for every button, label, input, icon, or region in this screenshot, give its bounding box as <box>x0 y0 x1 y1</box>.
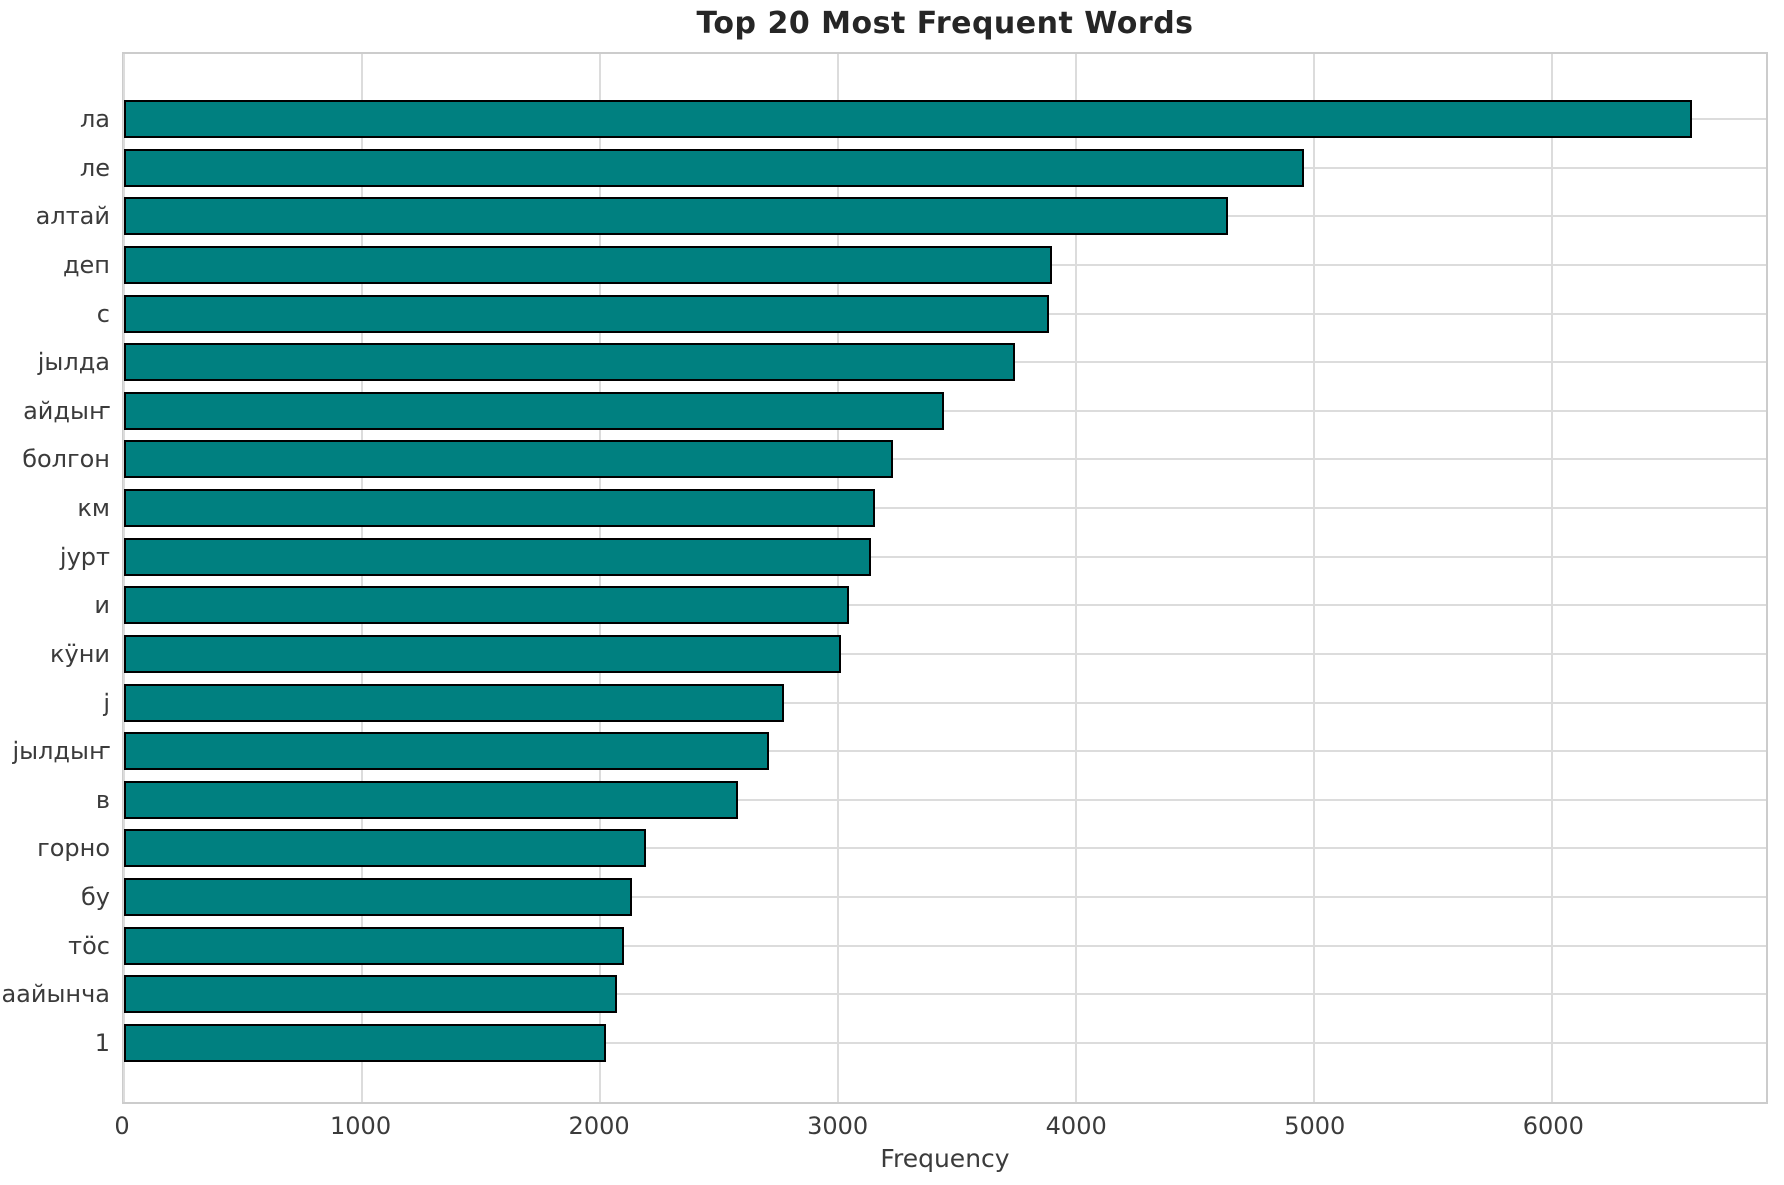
horizontal-gridline <box>124 604 1766 607</box>
bar-1 <box>124 1023 606 1062</box>
y-tick-label: ј <box>103 688 110 717</box>
y-tick-label: јылдыҥ <box>12 737 110 766</box>
bar-row: тӧс <box>68 926 1766 965</box>
bar-row: ле <box>80 148 1766 187</box>
bar-јылда <box>124 343 1016 382</box>
bar-row: горно <box>37 829 1766 868</box>
bar-с <box>124 294 1049 333</box>
vertical-gridline <box>1312 54 1315 1102</box>
y-tick-label: аайынча <box>1 980 110 1009</box>
y-tick-label: горно <box>37 834 110 863</box>
bar-row: болгон <box>22 440 1766 479</box>
horizontal-gridline <box>124 896 1766 898</box>
x-tick-label: 2000 <box>568 1112 630 1140</box>
y-tick-label: ла <box>79 105 110 133</box>
bar-и <box>124 586 849 625</box>
horizontal-gridline <box>124 993 1766 996</box>
x-axis-label: Frequency <box>880 1144 1010 1173</box>
horizontal-gridline <box>124 944 1766 947</box>
y-tick-label: км <box>77 494 110 522</box>
y-tick-label: ле <box>79 153 110 182</box>
vertical-gridline <box>1074 54 1077 1102</box>
horizontal-gridline <box>124 798 1766 801</box>
bar-row: с <box>97 294 1766 333</box>
x-tick-label: 1000 <box>330 1112 392 1140</box>
y-tick-label: алтай <box>35 202 110 231</box>
horizontal-gridline <box>124 1041 1766 1044</box>
x-axis-tick-labels: 0 1000 2000 3000 4000 5000 6000 <box>114 1112 1768 1144</box>
bar-кӱни <box>124 634 842 673</box>
x-tick-label: 6000 <box>1522 1112 1584 1140</box>
bar-в <box>124 780 738 819</box>
bar-алтай <box>124 197 1229 236</box>
bar-ле <box>124 148 1305 187</box>
bar-row: ла <box>80 100 1766 138</box>
y-tick-label: болгон <box>22 445 110 474</box>
bar-бу <box>124 878 633 916</box>
vertical-gridline <box>360 54 363 1102</box>
y-tick-label: с <box>96 299 110 328</box>
vertical-gridline <box>836 54 839 1102</box>
y-tick-label: кӱни <box>50 639 110 668</box>
horizontal-gridline <box>124 750 1766 753</box>
bar-јылдыҥ <box>124 732 769 771</box>
y-tick-label: бу <box>80 883 110 911</box>
bar-деп <box>124 245 1053 284</box>
bar-row: јылда <box>38 343 1766 382</box>
bar-row: јурт <box>60 537 1766 576</box>
bar-болгон <box>124 440 893 479</box>
bar-row: деп <box>63 245 1766 284</box>
bar-row: айдыҥ <box>23 391 1766 430</box>
x-tick-label: 0 <box>114 1112 130 1140</box>
bar-row: км <box>77 489 1766 527</box>
y-tick-label: айдыҥ <box>23 396 110 425</box>
y-tick-label: деп <box>62 250 110 279</box>
x-tick-label: 3000 <box>807 1112 869 1140</box>
y-tick-label: јурт <box>59 542 110 571</box>
bar-row: кӱни <box>50 634 1766 673</box>
y-tick-label: тӧс <box>68 931 110 960</box>
vertical-gridline <box>598 54 601 1102</box>
x-tick-label: 5000 <box>1284 1112 1346 1140</box>
horizontal-gridline <box>124 847 1766 850</box>
horizontal-gridline <box>124 507 1766 509</box>
bar-row: алтай <box>36 197 1766 236</box>
vertical-gridline <box>123 54 125 1102</box>
y-tick-label: в <box>95 785 110 814</box>
bar-row: 1 <box>95 1023 1766 1062</box>
y-tick-label: јылда <box>37 348 110 377</box>
bar-row: ј <box>103 683 1766 722</box>
bar-row: аайынча <box>1 975 1766 1014</box>
vertical-gridline <box>1550 54 1553 1102</box>
chart-title: Top 20 Most Frequent Words <box>696 6 1194 41</box>
bar-аайынча <box>124 975 617 1014</box>
bar-rows: ла ле алтай деп с јылда айдыҥ болгон км јурт и кӱни… <box>1 54 1766 1102</box>
bar-км <box>124 489 875 527</box>
bar-ј <box>124 683 785 722</box>
bar-row: и <box>94 586 1766 625</box>
horizontal-gridline <box>124 458 1766 461</box>
y-tick-label: и <box>94 591 110 620</box>
bar-јурт <box>124 537 872 576</box>
bar-тӧс <box>124 926 624 965</box>
bar-row: јылдыҥ <box>12 732 1766 771</box>
x-tick-label: 4000 <box>1045 1112 1107 1140</box>
plot-area: ла ле алтай деп с јылда айдыҥ болгон км јурт и кӱни… <box>1 52 1768 1104</box>
horizontal-gridline <box>124 555 1766 558</box>
y-tick-label: 1 <box>94 1028 110 1057</box>
horizontal-gridline <box>124 652 1766 655</box>
bar-горно <box>124 829 647 868</box>
bar-ла <box>124 100 1693 138</box>
bar-row: в <box>96 780 1766 819</box>
horizontal-gridline <box>124 701 1766 704</box>
bar-айдыҥ <box>124 391 944 430</box>
bar-row: бу <box>81 878 1766 916</box>
horizontal-gridline <box>124 409 1766 412</box>
